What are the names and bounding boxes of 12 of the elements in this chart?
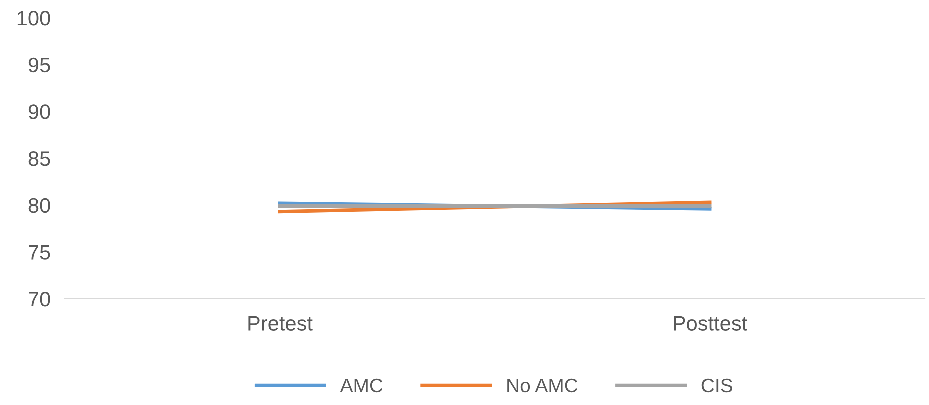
y-tick-label: 100 xyxy=(18,11,50,26)
y-tick-label: 85 xyxy=(28,152,50,166)
x-tick-label: Posttest xyxy=(674,316,748,331)
y-tick-label: 70 xyxy=(29,292,50,307)
legend-label: No AMC xyxy=(508,378,578,393)
legend-label: AMC xyxy=(340,378,383,393)
y-tick-label: 90 xyxy=(28,104,50,120)
y-tick-label: 80 xyxy=(28,198,50,214)
y-tick-label: 75 xyxy=(29,245,50,260)
x-tick-label: Pretest xyxy=(248,316,313,331)
y-tick-label: 95 xyxy=(28,58,50,73)
legend-label: CIS xyxy=(702,378,732,393)
